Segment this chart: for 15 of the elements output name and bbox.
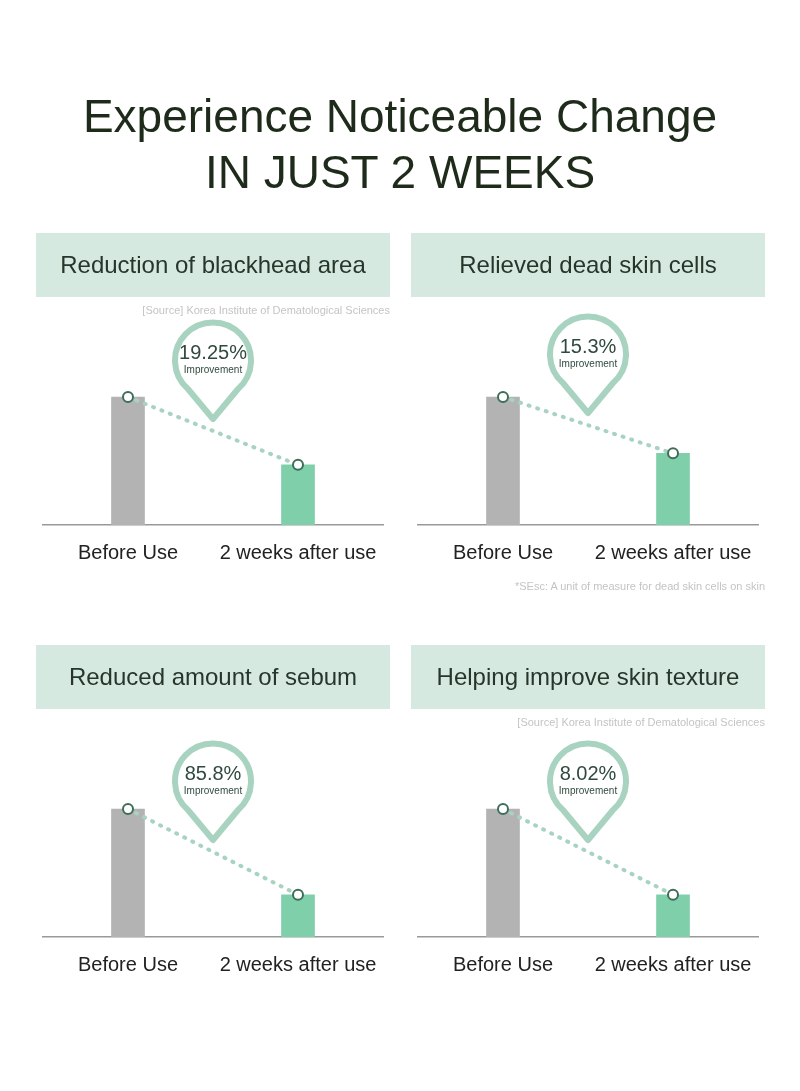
x-tick-label: Before Use [452,952,554,975]
chart-title: Reduced amount of sebum [36,645,390,709]
chart-title: Relieved dead skin cells [411,233,765,297]
x-tick-label: Before Use [452,540,554,563]
text: Experience Noticeable Change [81,89,719,144]
x-tick-label: Before Use [77,540,179,563]
chart-title: Helping improve skin texture [411,645,765,709]
x-tick-label: 2 weeks after use [594,952,752,975]
x-tick-label: 2 weeks after use [594,540,752,563]
text: *SEsc: A unit of measure for dead skin cells on skin [514,580,765,592]
x-tick-label: 2 weeks after use [219,952,377,975]
x-tick-label: Before Use [77,952,179,975]
chart-title: Reduction of blackhead area [36,233,390,297]
text: IN JUST 2 WEEKS [203,145,597,200]
x-tick-label: 2 weeks after use [219,540,377,563]
